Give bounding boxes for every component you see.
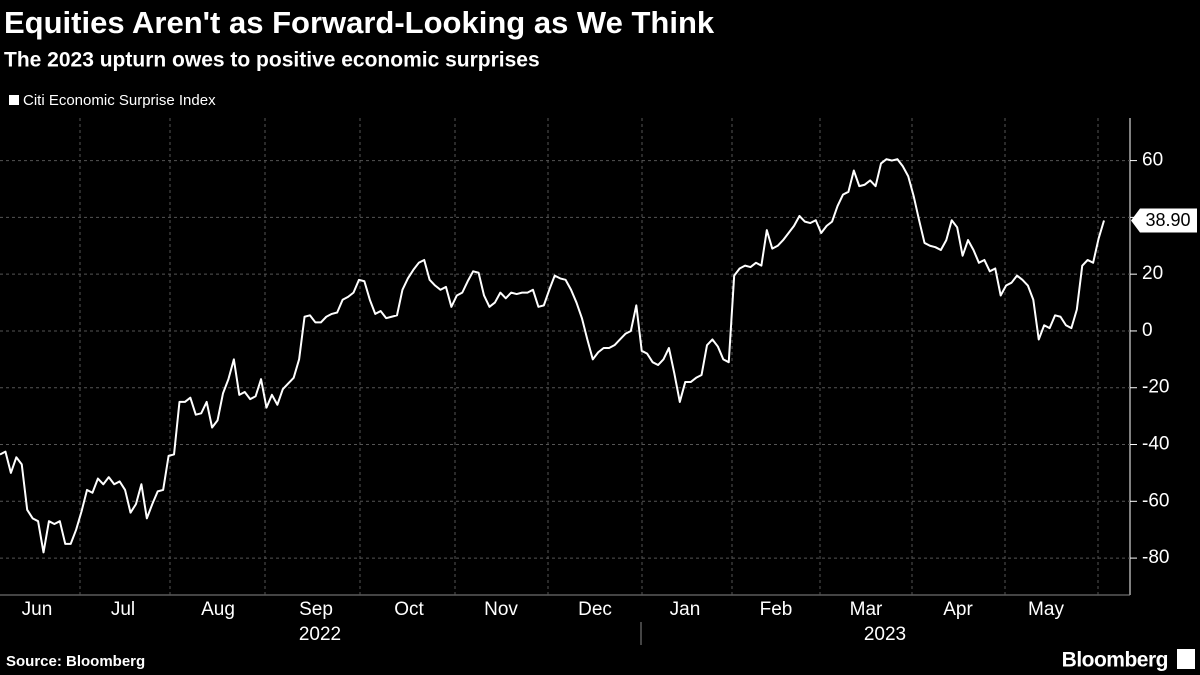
x-tick-label: Mar (850, 599, 883, 620)
brand: Bloomberg (1062, 649, 1168, 672)
legend-label: Citi Economic Surprise Index (23, 92, 216, 109)
value-label: 38.90 (1145, 210, 1190, 230)
x-tick-label: Dec (578, 599, 612, 620)
x-tick-label: Feb (760, 599, 793, 620)
year-label: 2023 (864, 624, 906, 645)
source: Source: Bloomberg (6, 653, 145, 670)
y-tick-label: -80 (1142, 547, 1169, 568)
y-tick-label: -60 (1142, 490, 1169, 511)
chart-subtitle: The 2023 upturn owes to positive economi… (4, 49, 540, 72)
y-tick-label: -20 (1142, 377, 1169, 398)
value-label-box (1131, 208, 1197, 233)
x-tick-label: Jan (670, 599, 701, 620)
x-tick-label: Sep (299, 599, 333, 620)
x-tick-label: Nov (484, 599, 518, 620)
y-tick-label: 20 (1142, 263, 1163, 284)
chart-title: Equities Aren't as Forward-Looking as We… (4, 5, 715, 40)
brand-icon (1177, 649, 1195, 669)
x-tick-label: May (1028, 599, 1064, 620)
legend-swatch (9, 95, 19, 105)
series-line (0, 158, 1105, 554)
y-tick-label: 60 (1142, 150, 1163, 171)
x-tick-label: Apr (943, 599, 973, 620)
x-tick-label: Aug (201, 599, 235, 620)
y-tick-label: 0 (1142, 320, 1153, 341)
year-label: 2022 (299, 624, 341, 645)
x-tick-label: Jun (22, 599, 53, 620)
x-tick-label: Oct (394, 599, 424, 620)
y-tick-label: -40 (1142, 434, 1169, 455)
x-tick-label: Jul (111, 599, 135, 620)
